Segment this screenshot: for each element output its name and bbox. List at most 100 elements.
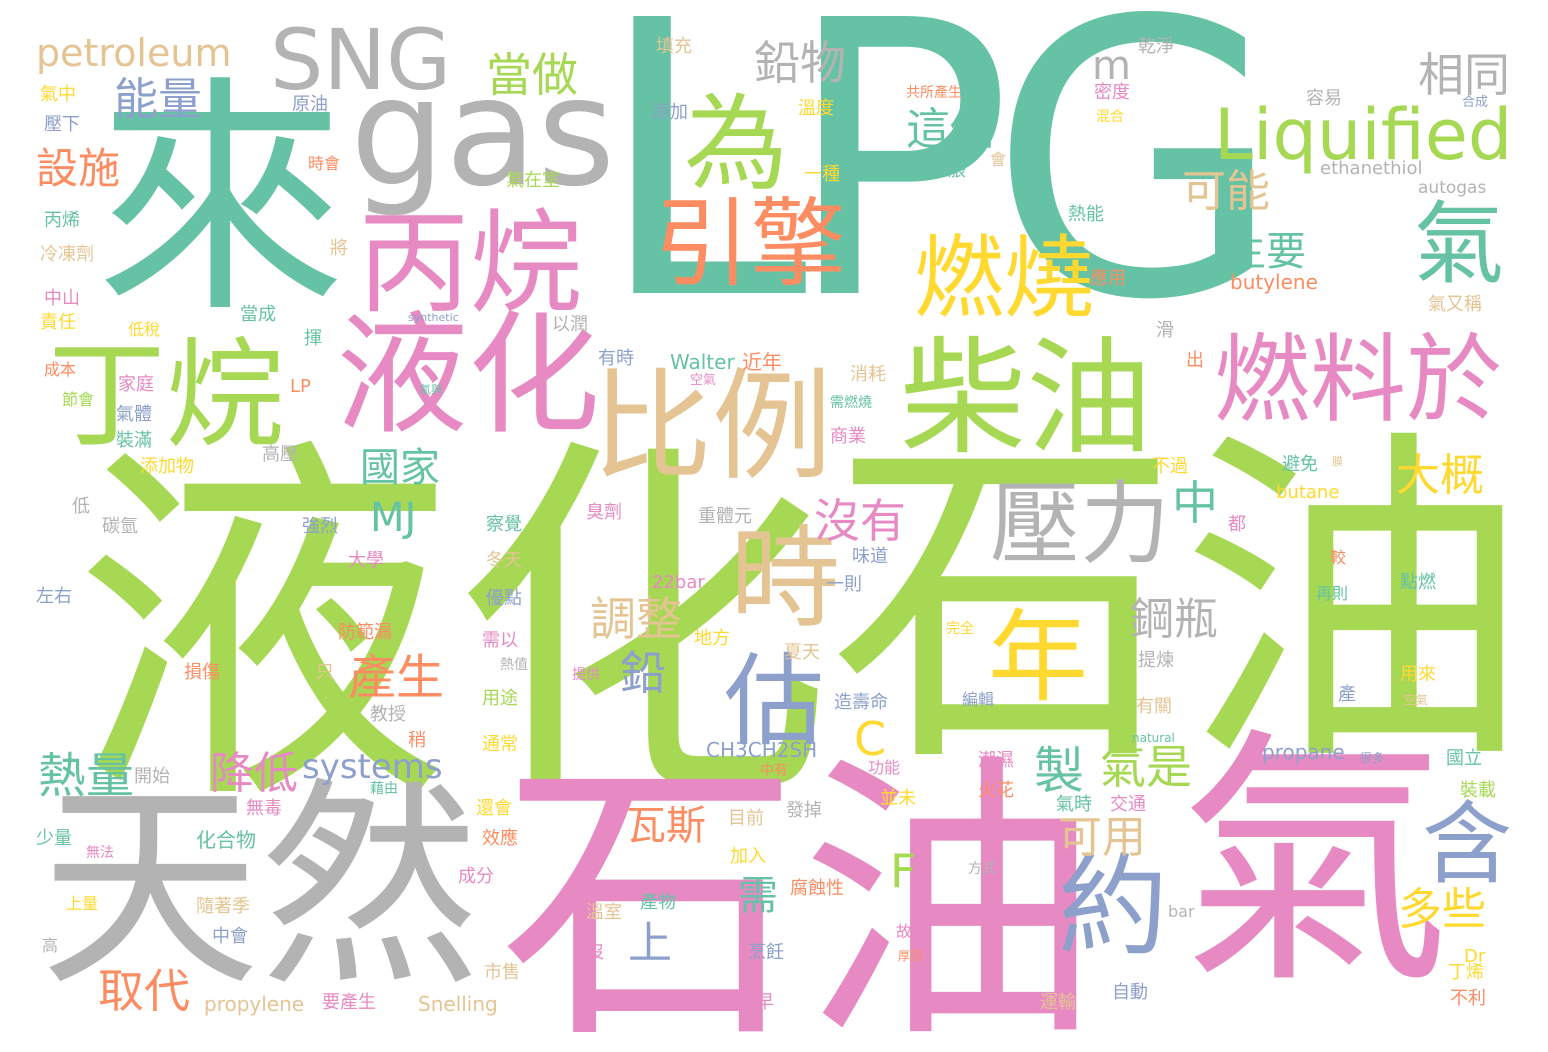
word-yizhong: 一種 (804, 164, 840, 185)
word-chaoshi: 潮濕 (978, 750, 1014, 771)
word-zeren: 責任 (40, 312, 76, 333)
word-hua: 滑 (1156, 320, 1174, 341)
word-rezhi: 熱值 (500, 657, 528, 673)
word-tigong: 提供 (572, 667, 600, 683)
word-jiangdi: 降低 (210, 748, 298, 799)
word-xurandiao: 需燃燒 (830, 395, 872, 411)
word-dingxi: 丁烯 (1448, 962, 1484, 983)
word-yehua-pink: 液化 (336, 299, 600, 453)
word-chanwu: 產物 (640, 892, 676, 913)
word-tianchong: 填充 (656, 36, 692, 57)
word-yongtu: 用途 (482, 688, 518, 709)
word-xuyi: 需以 (482, 630, 518, 651)
word-yuanyou: 原油 (292, 94, 328, 115)
word-kongqi2: 空氣 (1404, 693, 1429, 707)
word-natural: natural (1132, 731, 1175, 745)
word-zhi: 製 (1034, 742, 1084, 800)
word-fangfanlou: 防範漏 (338, 622, 392, 643)
word-daxue: 大學 (348, 550, 384, 571)
word-midu: 密度 (1094, 82, 1130, 103)
word-qiti: 氣體 (116, 404, 152, 425)
word-zuizao: 最早 (738, 992, 774, 1013)
word-jiaoshou: 教授 (370, 704, 406, 725)
word-shiyou-big: 石油 (830, 401, 1530, 809)
word-chengfen: 成分 (458, 866, 494, 887)
word-gangping: 鋼瓶 (1130, 594, 1218, 645)
word-youdian: 優點 (486, 588, 522, 609)
word-yue: 約 (1058, 843, 1168, 971)
word-mj: MJ (370, 495, 417, 541)
word-walter: Walter (670, 350, 735, 374)
word-bimian: 避免 (1282, 454, 1318, 475)
word-butylene: butylene (1230, 270, 1318, 294)
word-tianjiawu: 添加物 (140, 456, 194, 477)
word-hui2: 揮 (304, 328, 322, 349)
word-chaju: 察覺 (486, 514, 522, 535)
word-tongchang: 通常 (482, 734, 518, 755)
word-fangshi: 方式 (968, 861, 996, 877)
word-zhonghui: 中會 (212, 926, 248, 947)
word-dongtian: 冬天 (486, 550, 522, 571)
word-shihui: 時會 (308, 154, 341, 173)
word-zhongtiyuan: 重體元 (698, 506, 752, 527)
word-bianji: 編輯 (962, 690, 995, 709)
word-wanquan: 完全 (946, 621, 974, 637)
word-shiyou-pink: 石油 (500, 730, 1100, 1052)
word-wufa: 無法 (86, 845, 114, 861)
word-qianjing: 乾淨 (1138, 36, 1174, 57)
word-tianran: 天然 (40, 760, 481, 1016)
word-hecheng: 合成 (1462, 95, 1489, 110)
word-yali: 壓力 (990, 472, 1170, 577)
word-chan: 產 (1338, 684, 1356, 705)
word-kongqi: 空氣 (690, 373, 717, 388)
word-zhongyou: 中有 (760, 763, 788, 779)
word-duoxie: 多些 (1398, 884, 1486, 935)
word-zaize: 再則 (1316, 584, 1349, 603)
word-yonglai: 用來 (1400, 664, 1436, 685)
word-propylene: propylene (204, 992, 305, 1016)
word-youshi: 有時 (598, 348, 634, 369)
word-reneng: 熱能 (1068, 204, 1104, 225)
word-hunhe: 混合 (1096, 109, 1124, 125)
word-buli: 不利 (1450, 988, 1486, 1009)
word-qizaishi: 氣在室 (506, 170, 560, 191)
word-dingwan: 丁烷 (48, 326, 285, 464)
word-butane: butane (1276, 482, 1340, 503)
word-qishi2: 氣時 (1056, 794, 1092, 815)
word-yaochansheng: 要產生 (322, 992, 376, 1013)
word-jiang: 將 (330, 238, 348, 259)
word-shao: 稍 (408, 730, 426, 751)
word-kaishi: 開始 (134, 766, 170, 787)
word-chansheng: 產生 (348, 650, 445, 706)
word-qi-green: 氣 (1414, 192, 1504, 297)
word-pengren: 烹飪 (748, 942, 784, 963)
word-qishi: 氣是 (1100, 740, 1192, 794)
word-dou: 都 (1228, 514, 1246, 535)
word-nengliang: 能量 (114, 74, 202, 125)
word-c: C (854, 712, 887, 766)
word-lp: LP (290, 376, 311, 397)
word-autogas: autogas (1418, 178, 1487, 198)
word-gu: 估 (724, 643, 824, 760)
word-wenshi: 溫室 (586, 902, 622, 923)
word-shangye: 商業 (830, 426, 866, 447)
word-jiaotong: 交通 (1110, 794, 1146, 815)
word-zidong: 自動 (1112, 982, 1148, 1003)
word-bingwei: 並未 (880, 788, 916, 809)
word-yize: 一則 (826, 574, 862, 595)
word-qianglie: 強烈 (302, 516, 338, 537)
word-yingyong: 應用 (1090, 268, 1126, 289)
word-gongsuo: 共所產生 (906, 85, 962, 101)
word-shishou: 市售 (484, 962, 520, 983)
word-jiaru: 加入 (730, 846, 766, 867)
word-hui: 會 (990, 150, 1007, 169)
word-youguan: 有關 (1136, 696, 1172, 717)
word-sng: SNG (270, 11, 452, 109)
word-yunshu: 運輸 (1040, 992, 1076, 1013)
word-fadiao: 發掉 (786, 800, 822, 821)
word-yehua-big: 液化 (72, 408, 832, 851)
word-bar: bar (1168, 902, 1195, 921)
word-meiyou: 沒有 (814, 494, 906, 548)
word-chouji: 臭劑 (586, 502, 622, 523)
word-qudai: 取代 (98, 964, 190, 1018)
